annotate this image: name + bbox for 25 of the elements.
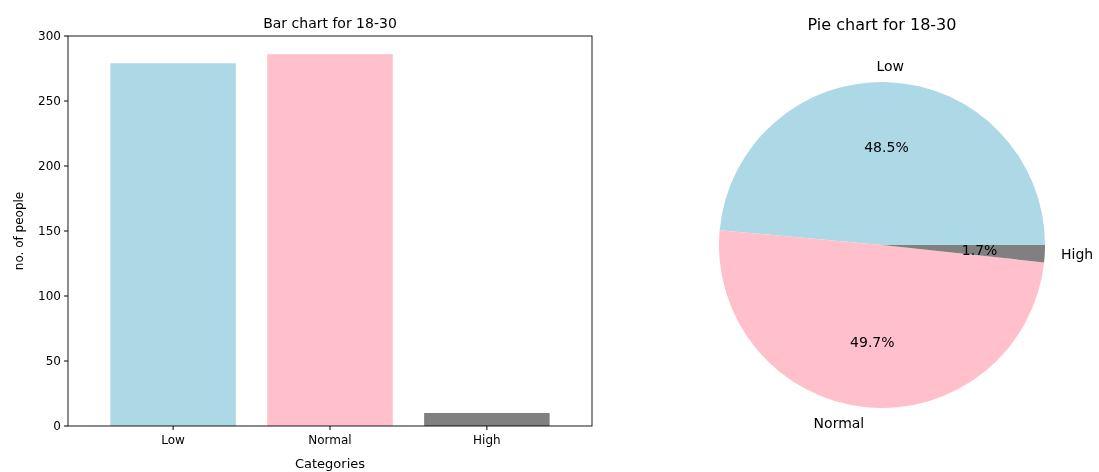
slice-label: Normal [813,415,865,432]
data-label: 48.5% [864,139,909,156]
x-tick-label: Normal [308,433,352,447]
pie-slice [719,82,1045,245]
y-tick-label: 50 [45,354,61,369]
chart-title: Pie chart for 18-30 [807,15,957,34]
y-tick-label: 150 [38,224,61,239]
y-tick-label: 200 [38,159,61,174]
y-tick-label: 250 [38,94,61,109]
pie-slice [719,230,1045,408]
x-axis-title: Categories [294,456,366,471]
y-tick-label: 0 [53,419,61,434]
bar [110,63,236,426]
bar [424,413,550,426]
bar [267,54,393,426]
data-label: 49.7% [850,334,895,351]
data-label: 1.7% [961,242,998,259]
slice-label: High [1061,246,1094,263]
chart-title: Bar chart for 18-30 [263,15,397,31]
x-tick-label: Low [161,433,186,447]
x-tick-label: High [473,433,501,447]
y-tick-label: 300 [38,29,61,44]
slice-label: Low [876,57,904,74]
y-tick-label: 100 [38,289,61,304]
y-axis-title: no. of people [12,191,26,271]
